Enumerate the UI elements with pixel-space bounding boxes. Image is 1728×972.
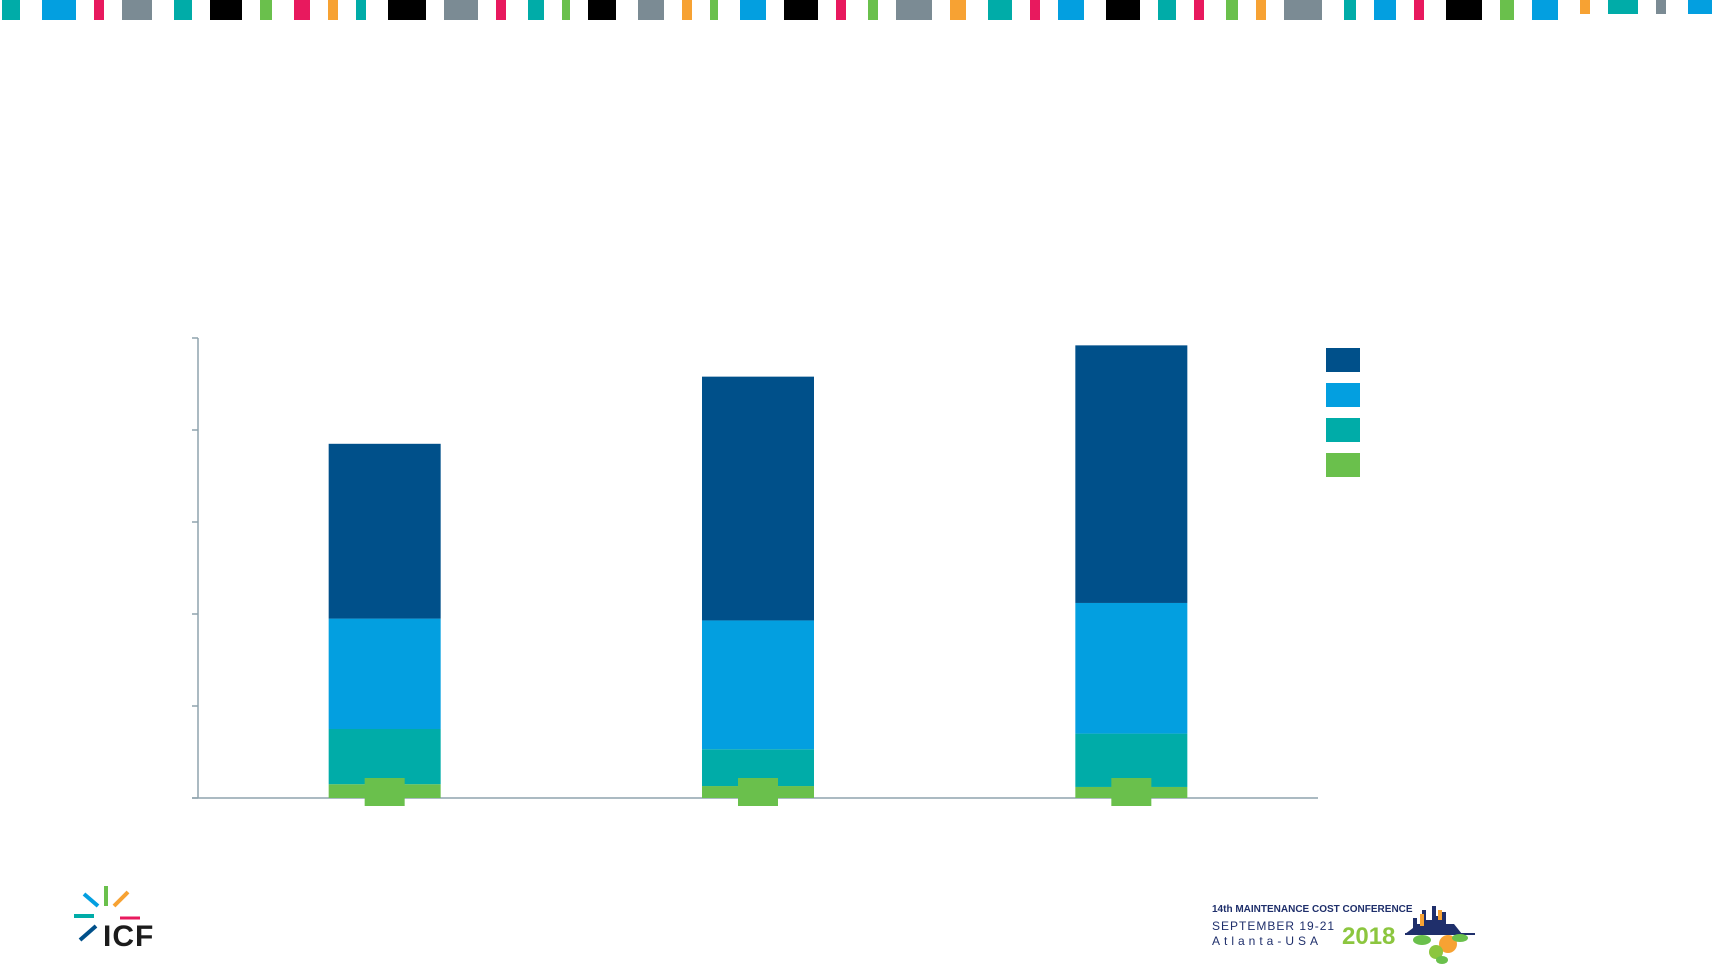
decorative-strip-block [710,0,718,20]
bar-base-marker [738,778,778,806]
decorative-strip-block [42,0,76,20]
decorative-strip-block [1608,0,1638,14]
bar-segment-navy [702,376,814,621]
decorative-strip-block [682,0,692,20]
decorative-strip-block [868,0,878,20]
icf-logo-burst-icon [74,886,140,942]
decorative-strip-block [122,0,152,20]
decorative-strip-block [836,0,846,20]
decorative-color-strip [2,0,1712,20]
decorative-strip-block [740,0,766,20]
legend-swatch-teal [1326,418,1360,442]
legend-swatch-green [1326,453,1360,477]
decorative-strip-block [1688,0,1712,14]
decorative-strip-block [496,0,506,20]
decorative-strip-block [1158,0,1176,20]
decorative-strip-block [94,0,104,20]
decorative-strip-block [784,0,818,20]
decorative-strip-block [950,0,966,20]
icf-logo-text: ICF [103,920,155,953]
chart-legend [1326,348,1360,477]
bar-segment-blue [1075,602,1188,734]
decorative-strip-block [638,0,664,20]
decorative-strip-block [2,0,20,20]
decorative-strip-block [388,0,426,20]
bar-segment-navy [328,443,441,619]
decorative-strip-block [1500,0,1514,20]
decorative-strip-block [444,0,478,20]
decorative-strip-block [210,0,242,20]
decorative-strip-block [174,0,192,20]
decorative-strip-block [562,0,570,20]
bar-base-marker [364,778,405,806]
conference-title: 14th MAINTENANCE COST CONFERENCE [1212,904,1413,915]
decorative-strip-block [1030,0,1040,20]
decorative-strip-block [988,0,1012,20]
decorative-strip-block [328,0,338,20]
bar-segment-blue [702,620,814,750]
conference-year: 2018 [1342,923,1396,950]
legend-swatch-navy [1326,348,1360,372]
decorative-strip-block [294,0,310,20]
decorative-strip-block [896,0,932,20]
decorative-strip-block [1580,0,1590,14]
bar-segment-navy [1075,345,1188,603]
decorative-strip-block [528,0,544,20]
bar-segment-teal [328,729,441,785]
decorative-strip-block [1374,0,1396,20]
bar-segment-blue [328,618,441,729]
conference-dates: SEPTEMBER 19-21 [1212,919,1336,933]
bar-base-marker [1111,778,1152,806]
decorative-strip-block [1656,0,1666,14]
decorative-strip-block [356,0,366,20]
decorative-strip-block [1532,0,1558,20]
decorative-strip-block [1344,0,1356,20]
decorative-strip-block [1058,0,1084,20]
conference-logo-icon [1405,906,1475,964]
decorative-strip-block [1256,0,1266,20]
decorative-strip-block [1446,0,1482,20]
legend-swatch-blue [1326,383,1360,407]
decorative-strip-block [1226,0,1238,20]
decorative-strip-block [260,0,272,20]
decorative-strip-block [1106,0,1140,20]
decorative-strip-block [1414,0,1424,20]
decorative-strip-block [588,0,616,20]
chart-bars [328,345,1188,806]
decorative-strip-block [1194,0,1204,20]
conference-location: Atlanta-USA [1212,934,1323,948]
decorative-strip-block [1284,0,1322,20]
